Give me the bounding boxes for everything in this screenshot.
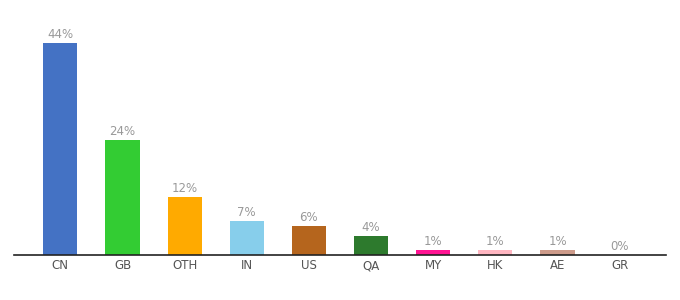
Bar [478, 250, 513, 255]
Text: 12%: 12% [171, 182, 198, 195]
Text: 4%: 4% [362, 221, 380, 234]
Bar [44, 43, 78, 255]
Bar [105, 140, 139, 255]
Text: 1%: 1% [486, 235, 505, 248]
Bar [167, 197, 202, 255]
Text: 1%: 1% [424, 235, 443, 248]
Bar [354, 236, 388, 255]
Text: 0%: 0% [611, 240, 629, 253]
Text: 44%: 44% [48, 28, 73, 41]
Bar [292, 226, 326, 255]
Text: 6%: 6% [300, 211, 318, 224]
Bar [416, 250, 450, 255]
Text: 7%: 7% [237, 206, 256, 219]
Text: 24%: 24% [109, 124, 135, 138]
Bar [230, 221, 264, 255]
Text: 1%: 1% [548, 235, 567, 248]
Bar [541, 250, 575, 255]
